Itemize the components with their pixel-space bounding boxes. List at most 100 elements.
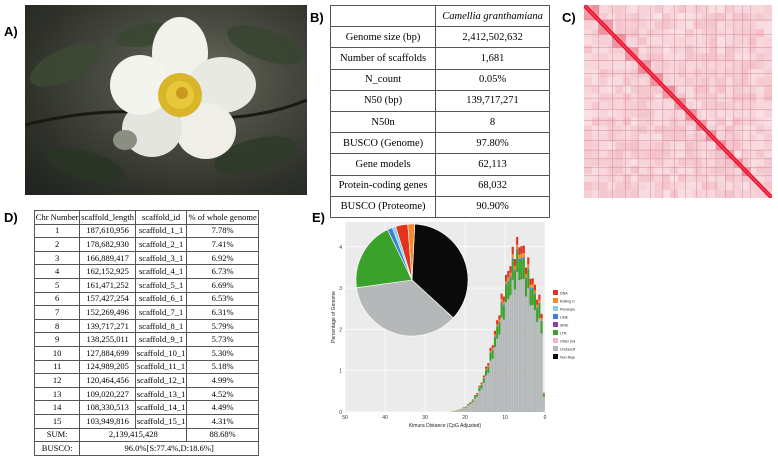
bar-segment-unclassified xyxy=(505,302,508,412)
heatmap-cell xyxy=(607,133,616,142)
bar-segment-line xyxy=(507,280,510,283)
table-cell: scaffold_7_1 xyxy=(134,305,188,320)
heatmap-cell xyxy=(615,173,624,182)
stat-label: N50n xyxy=(329,110,437,134)
heatmap-cell xyxy=(584,21,592,30)
heatmap-cell xyxy=(740,37,749,46)
heatmap-cell xyxy=(685,93,694,102)
heatmap-cell xyxy=(725,109,733,118)
table-row: N50n 8 xyxy=(329,110,550,134)
stat-value: 0.05% xyxy=(435,68,550,91)
heatmap-cell xyxy=(678,45,686,54)
heatmap-cell xyxy=(654,149,663,158)
heatmap-cell xyxy=(638,149,647,158)
heatmap-cell xyxy=(638,29,647,38)
heatmap-cell xyxy=(701,173,710,182)
bar-segment-ltr xyxy=(478,387,481,392)
bar-segment-unclassified xyxy=(456,410,459,412)
bar-segment-line xyxy=(538,302,541,305)
table-cell: 4.99% xyxy=(186,373,259,388)
heatmap-cell xyxy=(638,141,647,150)
table-cell: scaffold_11_1 xyxy=(134,359,188,375)
heatmap-cell xyxy=(662,133,671,142)
heatmap-cell xyxy=(662,189,671,198)
heatmap-cell xyxy=(756,189,765,198)
heatmap-cell xyxy=(732,45,741,54)
heatmap-cell xyxy=(748,77,757,86)
stat-label: N_count xyxy=(329,68,437,91)
heatmap-cell xyxy=(623,21,631,30)
heatmap-cell xyxy=(678,29,686,38)
heatmap-cell xyxy=(756,77,765,86)
heatmap-cell xyxy=(631,29,639,38)
heatmap-cell xyxy=(599,37,608,46)
bar-segment-line xyxy=(525,277,528,280)
bar-segment-dna xyxy=(513,259,516,266)
table-cell: scaffold_15_1 xyxy=(134,413,188,429)
bar-segment-line xyxy=(509,276,512,278)
heatmap-cell xyxy=(638,21,647,30)
bar-segment-line xyxy=(522,257,525,260)
table-cell: 6 xyxy=(33,291,81,307)
heatmap-cell xyxy=(662,125,671,134)
heatmap-cell xyxy=(740,5,749,14)
bar-segment-line xyxy=(531,287,534,290)
stat-label: BUSCO (Genome) xyxy=(329,132,437,155)
table-row: 5 161,471,252 scaffold_5_1 6.69% xyxy=(33,277,259,293)
bar-segment-dna xyxy=(507,270,510,278)
heatmap-cell xyxy=(756,157,765,166)
bar-segment-line xyxy=(505,284,508,286)
heatmap-cell xyxy=(709,13,718,22)
heatmap-cell xyxy=(756,141,765,150)
heatmap-cell xyxy=(709,5,718,14)
bar-segment-ltr xyxy=(538,304,541,319)
bar-segment-unclassified xyxy=(525,296,528,412)
heatmap-cell xyxy=(670,45,678,54)
bar-segment-unclassified xyxy=(451,411,454,412)
bar-segment-rolling-circle xyxy=(498,319,501,323)
heatmap-cell xyxy=(615,165,624,174)
heatmap-cell xyxy=(584,109,592,118)
table-b-header-row: Camellia granthamiana xyxy=(329,4,550,28)
heatmap-cell xyxy=(740,61,749,70)
heatmap-cell xyxy=(732,53,741,62)
bar-segment-unclassified xyxy=(511,279,514,412)
heatmap-cell xyxy=(717,37,725,46)
heatmap-cell xyxy=(670,61,678,70)
heatmap-cell xyxy=(678,133,686,142)
bar-segment-rolling-circle xyxy=(491,348,494,350)
heatmap-cell xyxy=(717,45,725,54)
heatmap-cell xyxy=(717,29,725,38)
table-row: N50 (bp) 139,717,271 xyxy=(329,89,550,112)
table-cell: 2 xyxy=(33,237,81,252)
heatmap-cell xyxy=(591,45,600,54)
heatmap-cell xyxy=(685,85,694,94)
table-cell: 15 xyxy=(33,413,81,429)
table-cell: 109,020,227 xyxy=(79,386,136,402)
heatmap-cell xyxy=(764,53,772,62)
heatmap-cell xyxy=(631,149,639,158)
heatmap-cell xyxy=(709,61,718,70)
legend-swatch xyxy=(553,306,558,311)
table-cell: 187,610,956 xyxy=(79,223,136,239)
table-cell: scaffold_4_1 xyxy=(134,264,188,279)
heatmap-cell xyxy=(764,29,772,38)
bar-segment-line xyxy=(498,322,501,324)
bar-segment-unclassified xyxy=(500,317,503,412)
genome-stats-table: Camellia granthamiana Genome size (bp) 2,4… xyxy=(329,4,550,218)
heatmap-cell xyxy=(717,5,725,14)
bar-segment-dna xyxy=(505,274,508,282)
heatmap-cell xyxy=(740,85,749,94)
heatmap-cell xyxy=(732,21,741,30)
bar-segment-ltr xyxy=(522,259,525,279)
heatmap-cell xyxy=(748,101,757,110)
heatmap-cell xyxy=(756,13,765,22)
heatmap-cell xyxy=(615,61,624,70)
heatmap-cell xyxy=(607,53,616,62)
heatmap-cell xyxy=(654,101,663,110)
table-cell: 161,471,252 xyxy=(79,277,136,293)
table-cell: 5.18% xyxy=(186,359,259,375)
heatmap-cell xyxy=(654,125,663,134)
heatmap-cell xyxy=(615,133,624,142)
heatmap-cell xyxy=(662,117,671,126)
